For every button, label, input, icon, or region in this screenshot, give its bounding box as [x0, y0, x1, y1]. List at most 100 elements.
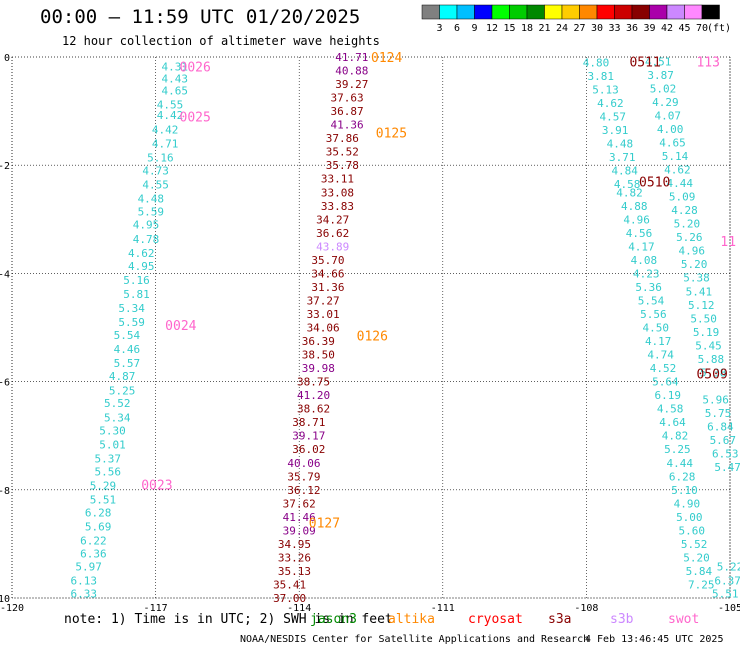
colorbar-label: 70 — [696, 23, 708, 34]
wave-height-value: 3.87 — [647, 69, 674, 82]
wave-height-value: 5.20 — [681, 258, 708, 271]
wave-height-value: 5.34 — [118, 302, 145, 315]
wave-height-value: 5.25 — [109, 384, 136, 397]
wave-height-value: 35.78 — [326, 159, 359, 172]
wave-height-value: 5.45 — [695, 339, 722, 352]
wave-height-value: 4.56 — [626, 227, 653, 240]
wave-height-value: 4.31 — [161, 61, 188, 74]
wave-height-value: 5.41 — [686, 285, 713, 298]
y-tick-label: -4 — [0, 269, 10, 280]
hour-label: 11 — [720, 235, 736, 250]
wave-height-value: 37.00 — [273, 592, 306, 605]
wave-height-value: 37.27 — [307, 294, 340, 307]
wave-height-value: 5.52 — [681, 538, 708, 551]
wave-height-value: 5.59 — [118, 316, 145, 329]
wave-height-value: 3.81 — [588, 70, 615, 83]
wave-height-value: 5.09 — [669, 191, 696, 204]
y-tick-label: 0 — [4, 53, 10, 64]
wave-height-value: 41.36 — [331, 119, 364, 132]
hour-label: 0127 — [309, 516, 340, 531]
wave-height-value: 5.34 — [104, 411, 131, 424]
wave-height-value: 5.00 — [676, 511, 703, 524]
legend-jason3: jason3 — [310, 612, 357, 627]
wave-height-value: 4.57 — [599, 111, 626, 124]
wave-height-value: 4.65 — [659, 136, 686, 149]
x-tick-label: -111 — [431, 603, 455, 614]
wave-height-value: 4.44 — [666, 457, 693, 470]
wave-height-value: 4.95 — [128, 260, 155, 273]
wave-height-value: 4.74 — [647, 349, 674, 362]
wave-height-value: 5.64 — [652, 376, 679, 389]
colorbar-label: 42 — [661, 23, 673, 34]
y-tick-label: -6 — [0, 378, 10, 389]
wave-height-value: 4.43 — [161, 73, 188, 86]
hour-label: 0511 — [629, 55, 660, 70]
wave-height-value: 5.20 — [674, 218, 701, 231]
wave-height-value: 5.01 — [99, 438, 126, 451]
wave-height-value: 4.29 — [652, 96, 679, 109]
wave-height-value: 4.17 — [628, 240, 655, 253]
y-tick-label: -10 — [0, 594, 10, 605]
wave-height-value: 4.46 — [114, 343, 141, 356]
wave-height-value: 37.62 — [283, 497, 316, 510]
wave-height-value: 5.02 — [650, 82, 677, 95]
wave-height-value: 5.52 — [104, 397, 131, 410]
wave-height-value: 3.71 — [609, 151, 636, 164]
wave-height-value: 5.14 — [662, 150, 689, 163]
wave-height-value: 5.10 — [671, 484, 698, 497]
wave-height-value: 41.46 — [283, 511, 316, 524]
legend-cryosat: cryosat — [468, 612, 523, 627]
colorbar-label: 36 — [626, 23, 638, 34]
color-scale-bar: 3 6 9 12 15 18 21 24 27 30 33 36 39 42 45 70(ft) — [421, 4, 731, 34]
wave-height-value: 7.25 — [688, 578, 715, 591]
wave-height-value: 36.62 — [316, 227, 349, 240]
colorbar-label: 12 — [486, 23, 498, 34]
wave-height-value: 6.36 — [80, 548, 107, 561]
wave-height-value: 36.39 — [302, 335, 335, 348]
wave-height-value: 5.81 — [123, 288, 150, 301]
wave-height-value: 37.86 — [326, 132, 359, 145]
hour-label: 0125 — [376, 127, 407, 142]
wave-height-value: 4.95 — [133, 219, 160, 232]
wave-height-value: 5.25 — [664, 443, 691, 456]
wave-height-value: 4.44 — [666, 177, 693, 190]
wave-height-value: 6.28 — [669, 470, 696, 483]
wave-height-value: 38.71 — [292, 416, 325, 429]
colorbar-label: 3 — [436, 23, 442, 34]
wave-height-value: 39.98 — [302, 362, 335, 375]
wave-height-value: 37.63 — [331, 92, 364, 105]
wave-height-value: 5.96 — [702, 393, 729, 406]
wave-height-value: 4.87 — [109, 370, 136, 383]
wave-height-value: 4.96 — [623, 213, 650, 226]
wave-height-value: 4.23 — [633, 267, 660, 280]
hour-label: 0509 — [696, 367, 727, 382]
legend-altika: altika — [388, 612, 435, 627]
wave-height-value: 5.38 — [683, 272, 710, 285]
wave-height-value: 3.91 — [602, 124, 629, 137]
wave-height-value: 5.12 — [688, 299, 715, 312]
x-tick-label: -108 — [574, 603, 598, 614]
wave-height-value: 5.54 — [638, 294, 665, 307]
colorbar-label: 18 — [521, 23, 533, 34]
wave-height-value: 40.06 — [287, 457, 320, 470]
wave-height-value: 6.19 — [655, 389, 682, 402]
wave-height-value: 35.79 — [287, 470, 320, 483]
wave-height-value: 5.29 — [90, 479, 117, 492]
map-frame — [11, 56, 731, 599]
wave-height-value: 5.60 — [678, 524, 705, 537]
wave-height-value: 5.36 — [635, 281, 662, 294]
wave-height-value: 6.37 — [714, 575, 740, 588]
y-tick-label: -8 — [0, 486, 10, 497]
wave-height-value: 6.13 — [71, 575, 98, 588]
hour-label: 0126 — [357, 330, 388, 345]
wave-height-value: 33.08 — [321, 186, 354, 199]
wave-height-value: 5.54 — [114, 329, 141, 342]
hour-label: 0124 — [371, 51, 402, 66]
wave-height-value: 4.58 — [657, 403, 684, 416]
colorbar-swatch — [701, 4, 720, 20]
wave-height-value: 34.95 — [278, 538, 311, 551]
footer-credit: NOAA/NESDIS Center for Satellite Applica… — [240, 634, 590, 645]
wave-height-value: 38.50 — [302, 349, 335, 362]
x-tick-label: -114 — [287, 603, 311, 614]
